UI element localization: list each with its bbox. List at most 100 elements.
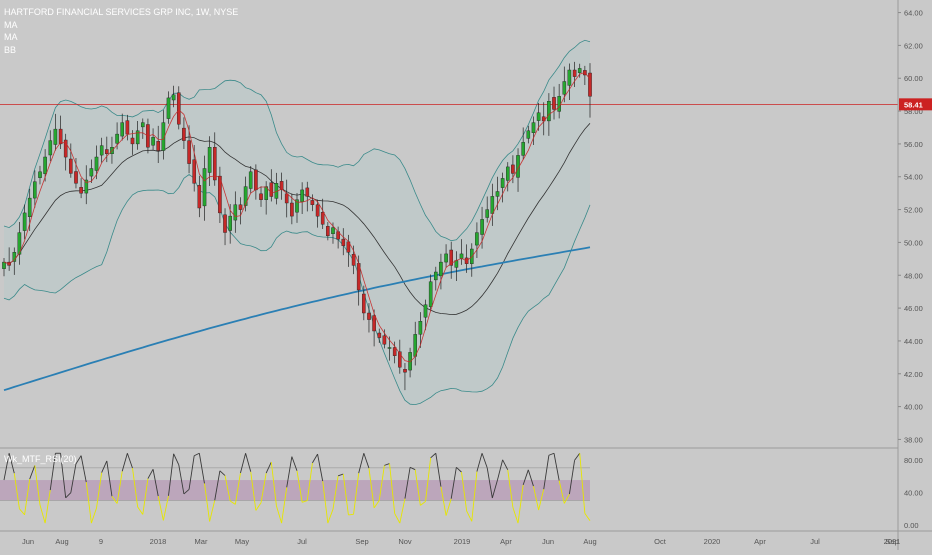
time-tick-label: Jun [22, 537, 34, 546]
rsi-line-segment [132, 468, 139, 507]
price-tick-label: 46.00 [904, 304, 923, 313]
rsi-line-segment [8, 453, 15, 474]
time-tick-label: May [235, 537, 249, 546]
rsi-line-segment [512, 507, 519, 524]
candle-body [233, 204, 238, 221]
candle-body [531, 122, 536, 133]
candle-body [490, 196, 495, 214]
rsi-line-segment [527, 469, 534, 487]
candle-body [125, 120, 130, 135]
rsi-tick-label: 0.00 [904, 521, 919, 530]
candle-body [449, 249, 454, 266]
candle-body [207, 146, 212, 173]
rsi-line-segment [342, 474, 349, 515]
time-tick-label: 2020 [704, 537, 721, 546]
rsi-line-segment [486, 467, 493, 499]
candle-body [439, 261, 443, 277]
rsi-line-segment [574, 452, 581, 461]
candle-body [269, 182, 274, 197]
rsi-line-segment [183, 489, 190, 495]
candle-body [120, 122, 124, 137]
candle-body [495, 191, 500, 197]
rsi-line-segment [101, 460, 108, 473]
rsi-line-segment [224, 475, 231, 502]
last-price-label: 58.41 [904, 100, 923, 109]
candle-body [562, 81, 567, 95]
rsi-line-segment [219, 470, 226, 476]
rsi-line-segment [466, 510, 473, 522]
time-tick-label: Jul [810, 537, 820, 546]
rsi-line-segment [327, 509, 334, 524]
rsi-line-segment [440, 486, 447, 516]
rsi-line-segment [111, 496, 118, 504]
rsi-line-segment [3, 453, 10, 481]
rsi-line-segment [80, 455, 87, 483]
rsi-line-segment [188, 455, 195, 490]
rsi-line-segment [533, 486, 540, 511]
rsi-line-segment [29, 465, 36, 480]
time-tick-label: Sep [885, 537, 898, 546]
candle-body [382, 335, 387, 345]
rsi-line-segment [276, 505, 283, 524]
rsi-line-segment [306, 462, 313, 501]
rsi-line-segment [142, 478, 149, 515]
candle-body [444, 253, 448, 263]
rsi-line-segment [394, 513, 401, 524]
rsi-line-segment [450, 467, 457, 499]
candle-body [166, 97, 171, 119]
price-tick-label: 40.00 [904, 403, 923, 412]
rsi-line-segment [358, 453, 365, 474]
rsi-line-segment [39, 504, 46, 524]
rsi-line-segment [425, 457, 432, 502]
candle-body [295, 199, 299, 213]
rsi-line-segment [543, 455, 550, 490]
candle-body [485, 209, 490, 218]
candle-body [74, 171, 78, 184]
rsi-line-segment [137, 506, 144, 515]
candle-body [387, 347, 392, 349]
rsi-line-segment [44, 489, 51, 524]
candle-body [135, 130, 140, 145]
rsi-line-segment [461, 472, 468, 511]
candle-body [567, 69, 572, 86]
candle-body [2, 261, 6, 269]
time-tick-label: Aug [55, 537, 68, 546]
rsi-line-segment [234, 472, 241, 505]
candle-body [53, 128, 58, 145]
time-tick-label: 2019 [454, 537, 471, 546]
candle-body [38, 171, 42, 178]
rsi-line-segment [90, 507, 97, 524]
candle-body [392, 347, 397, 356]
price-tick-label: 38.00 [904, 435, 923, 444]
time-tick-label: Jul [297, 537, 307, 546]
rsi-legend: Wk_MTF_RSI(20) [4, 454, 77, 464]
rsi-line-segment [497, 459, 504, 481]
legend-bb: BB [4, 44, 17, 55]
candle-body [284, 193, 289, 204]
rsi-line-segment [502, 459, 509, 471]
candle-body [315, 204, 320, 217]
candle-body [259, 193, 263, 200]
rsi-line-segment [204, 483, 211, 522]
rsi-line-segment [332, 475, 339, 510]
candle-body [212, 146, 217, 181]
candle-body [197, 185, 202, 209]
rsi-line-segment [250, 471, 257, 511]
candle-body [218, 175, 222, 214]
rsi-line-segment [348, 513, 354, 516]
rsi-line-segment [404, 467, 411, 499]
rsi-line-segment [245, 453, 252, 472]
candle-body [418, 321, 423, 335]
candle-body [367, 312, 371, 320]
candle-body [243, 186, 248, 206]
price-tick-label: 62.00 [904, 41, 923, 50]
rsi-line-segment [198, 453, 205, 484]
rsi-line-segment [384, 463, 390, 466]
rsi-line-segment [255, 502, 262, 511]
rsi-line-segment [491, 479, 498, 499]
chart-legend: HARTFORD FINANCIAL SERVICES GRP INC, 1W,… [4, 6, 238, 56]
rsi-line-segment [260, 473, 267, 503]
rsi-line-segment [553, 453, 560, 481]
